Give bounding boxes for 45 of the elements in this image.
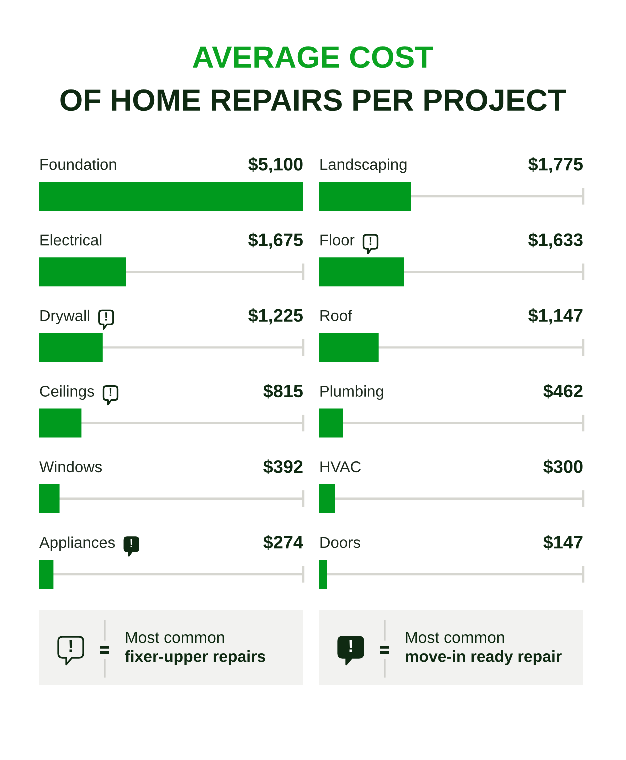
text: Most common fixer-upper repairs (125, 632, 266, 666)
bar (40, 333, 103, 362)
bar (320, 258, 404, 287)
bar (320, 333, 379, 362)
y-tick-label: Ceilings (40, 386, 94, 400)
y-tick-label: Electrical (40, 234, 102, 246)
bar (40, 408, 82, 438)
text: ! (350, 640, 352, 652)
annotation: ! (130, 539, 132, 548)
data-label: $815 (264, 384, 303, 399)
y-tick-label: Drywall (40, 310, 90, 324)
bar (320, 560, 328, 589)
annotation: ! (370, 237, 372, 246)
y-tick-label: Roof (320, 310, 352, 322)
y-tick-label: Foundation (40, 158, 116, 170)
text: ! (70, 640, 72, 652)
data-label: $1,675 (248, 232, 303, 250)
chart-title: AVERAGE COST OF HOME REPAIRS PER PROJECT (60, 46, 566, 112)
y-tick-label: Landscaping (320, 158, 407, 174)
data-label: $300 (544, 460, 583, 474)
bar (40, 560, 54, 589)
data-label: $392 (264, 460, 303, 474)
y-tick-label: Appliances (40, 536, 116, 552)
text: Most common move-in ready repair (406, 632, 562, 666)
data-label: $1,147 (528, 308, 583, 325)
data-label: $147 (544, 535, 583, 550)
bar (320, 408, 344, 438)
data-label: $274 (264, 535, 304, 550)
data-label: $5,100 (248, 157, 303, 174)
y-tick-label: Doors (320, 537, 360, 548)
bar (320, 182, 412, 211)
bar (40, 182, 304, 211)
bar (320, 484, 336, 514)
data-label: $1,775 (528, 157, 583, 174)
y-tick-label: Floor (320, 234, 355, 246)
annotation: ! (106, 312, 108, 321)
y-tick-label: Plumbing (320, 386, 384, 400)
y-tick-label: Windows (40, 461, 102, 473)
data-label: $462 (544, 384, 583, 399)
annotation: ! (110, 388, 112, 396)
bar (40, 484, 60, 514)
data-label: $1,225 (248, 308, 303, 325)
data-label: $1,633 (528, 232, 583, 250)
bar (40, 258, 126, 287)
y-tick-label: HVAC (320, 462, 361, 473)
